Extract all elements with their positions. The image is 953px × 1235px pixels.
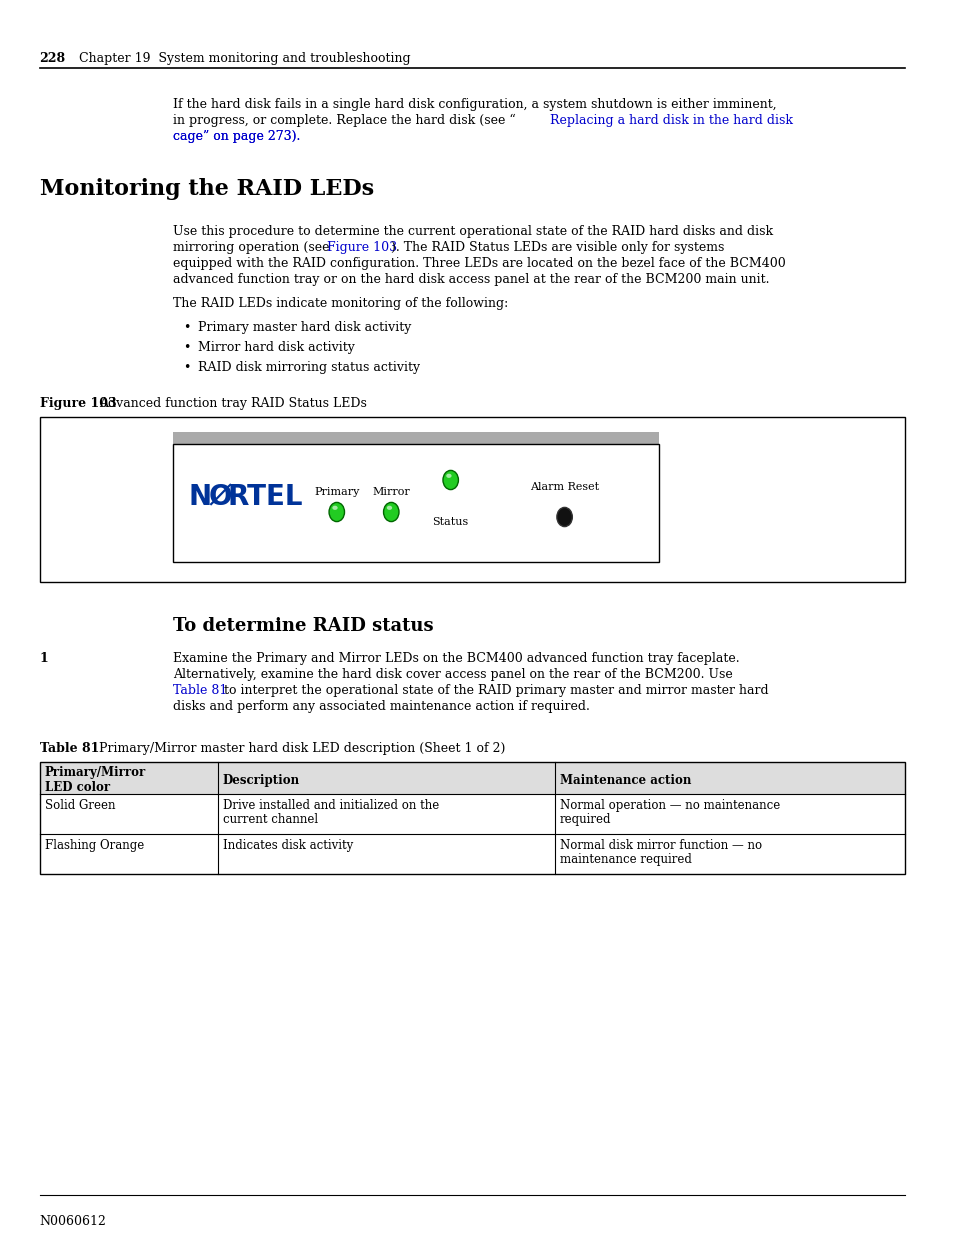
Text: Primary: Primary [314, 487, 359, 496]
Text: Primary master hard disk activity: Primary master hard disk activity [198, 321, 411, 333]
Text: To determine RAID status: To determine RAID status [173, 618, 434, 635]
Text: Advanced function tray RAID Status LEDs: Advanced function tray RAID Status LEDs [99, 396, 367, 410]
Text: Drive installed and initialized on the: Drive installed and initialized on the [223, 799, 438, 811]
Text: Solid Green: Solid Green [45, 799, 115, 811]
Text: mirroring operation (see: mirroring operation (see [173, 241, 334, 254]
Text: RAID disk mirroring status activity: RAID disk mirroring status activity [198, 361, 419, 374]
Text: Mirror: Mirror [372, 487, 410, 496]
Text: If the hard disk fails in a single hard disk configuration, a system shutdown is: If the hard disk fails in a single hard … [173, 98, 776, 111]
FancyBboxPatch shape [173, 432, 658, 445]
Text: Chapter 19  System monitoring and troubleshooting: Chapter 19 System monitoring and trouble… [79, 52, 411, 65]
Text: disks and perform any associated maintenance action if required.: disks and perform any associated mainten… [173, 700, 590, 713]
Ellipse shape [446, 474, 451, 478]
Text: Figure 103: Figure 103 [40, 396, 116, 410]
Text: current channel: current channel [223, 813, 317, 826]
Text: Normal disk mirror function — no: Normal disk mirror function — no [559, 839, 761, 852]
Text: 1: 1 [40, 652, 49, 664]
Ellipse shape [557, 508, 572, 526]
Text: in progress, or complete. Replace the hard disk (see “: in progress, or complete. Replace the ha… [173, 114, 516, 127]
Text: Alternatively, examine the hard disk cover access panel on the rear of the BCM20: Alternatively, examine the hard disk cov… [173, 668, 732, 680]
Text: N0060612: N0060612 [40, 1215, 107, 1228]
Text: Monitoring the RAID LEDs: Monitoring the RAID LEDs [40, 178, 374, 200]
Text: to interpret the operational state of the RAID primary master and mirror master : to interpret the operational state of th… [220, 684, 768, 697]
Text: Replacing a hard disk in the hard disk: Replacing a hard disk in the hard disk [549, 114, 792, 127]
Text: Use this procedure to determine the current operational state of the RAID hard d: Use this procedure to determine the curr… [173, 225, 773, 238]
Ellipse shape [332, 505, 337, 510]
Text: Normal operation — no maintenance: Normal operation — no maintenance [559, 799, 780, 811]
Text: RTEL: RTEL [228, 483, 303, 511]
Text: ). The RAID Status LEDs are visible only for systems: ). The RAID Status LEDs are visible only… [391, 241, 724, 254]
Text: 228: 228 [40, 52, 66, 65]
Ellipse shape [442, 471, 458, 489]
Text: Primary/Mirror
LED color: Primary/Mirror LED color [45, 766, 146, 794]
Text: maintenance required: maintenance required [559, 853, 691, 866]
FancyBboxPatch shape [40, 762, 904, 794]
Text: Examine the Primary and Mirror LEDs on the BCM400 advanced function tray facepla: Examine the Primary and Mirror LEDs on t… [173, 652, 740, 664]
Text: N: N [188, 483, 212, 511]
FancyBboxPatch shape [40, 417, 904, 582]
Text: Alarm Reset: Alarm Reset [530, 482, 598, 492]
Ellipse shape [383, 503, 398, 521]
Text: Status: Status [432, 517, 468, 527]
Text: Flashing Orange: Flashing Orange [45, 839, 144, 852]
Text: equipped with the RAID configuration. Three LEDs are located on the bezel face o: equipped with the RAID configuration. Th… [173, 257, 785, 270]
Text: Maintenance action: Maintenance action [559, 774, 690, 787]
Text: •: • [183, 361, 191, 374]
FancyBboxPatch shape [173, 445, 658, 562]
Text: Description: Description [223, 774, 299, 787]
Text: Ø: Ø [208, 483, 232, 511]
Text: Mirror hard disk activity: Mirror hard disk activity [198, 341, 355, 354]
Text: Indicates disk activity: Indicates disk activity [223, 839, 353, 852]
Text: advanced function tray or on the hard disk access panel at the rear of the BCM20: advanced function tray or on the hard di… [173, 273, 769, 287]
Text: The RAID LEDs indicate monitoring of the following:: The RAID LEDs indicate monitoring of the… [173, 296, 508, 310]
Text: •: • [183, 321, 191, 333]
Text: cage” on page 273).: cage” on page 273). [173, 130, 300, 143]
Text: Figure 103: Figure 103 [327, 241, 396, 254]
Text: Table 81: Table 81 [173, 684, 228, 697]
Text: Primary/Mirror master hard disk LED description (Sheet 1 of 2): Primary/Mirror master hard disk LED desc… [99, 742, 505, 755]
Text: •: • [183, 341, 191, 354]
Text: cage” on page 273).: cage” on page 273). [173, 130, 300, 143]
Text: required: required [559, 813, 611, 826]
Text: Table 81: Table 81 [40, 742, 99, 755]
Ellipse shape [386, 505, 392, 510]
Ellipse shape [329, 503, 344, 521]
